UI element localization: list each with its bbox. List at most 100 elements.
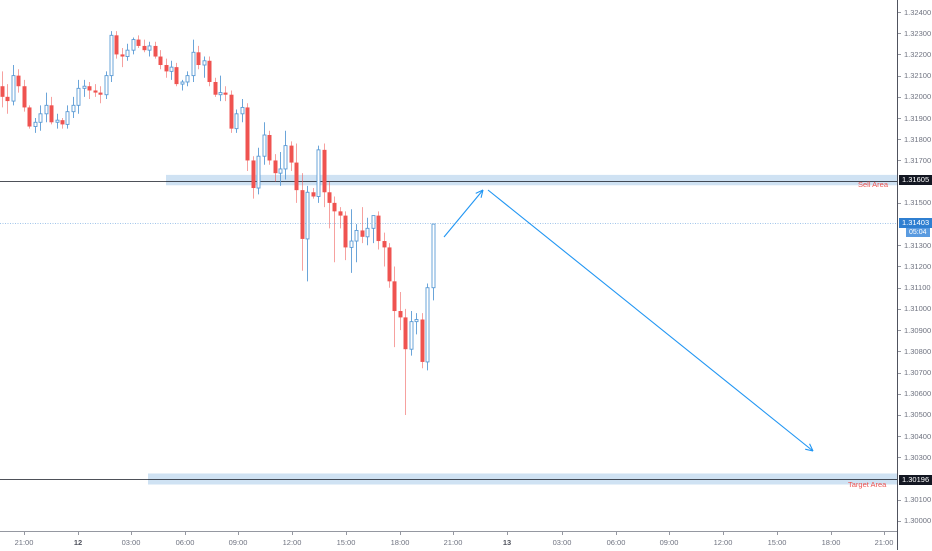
candle-body-down xyxy=(403,317,408,350)
price-tick-mark xyxy=(898,457,901,458)
candle-body-up xyxy=(125,49,130,57)
arrow-head xyxy=(480,189,484,198)
candle-body-up xyxy=(431,223,436,289)
candle-body-up xyxy=(278,168,283,174)
time-tick-mark xyxy=(185,532,186,535)
candle-body-down xyxy=(398,311,403,318)
candle-body-down xyxy=(229,94,234,129)
candle-body-down xyxy=(311,192,316,197)
candle-body-down xyxy=(60,120,65,125)
candle-body-up xyxy=(414,319,419,323)
candle-body-down xyxy=(223,92,228,95)
time-tick-mark xyxy=(400,532,401,535)
candle-body-up xyxy=(191,51,196,77)
candle-body-up xyxy=(44,104,49,115)
candle-body-up xyxy=(82,85,87,89)
arrow-line xyxy=(487,189,814,452)
price-tick-label: 1.31100 xyxy=(904,283,931,292)
candle-body-up xyxy=(283,145,288,170)
candle-body-down xyxy=(16,75,21,87)
price-tick-mark xyxy=(898,118,901,119)
time-tick-label: 12:00 xyxy=(282,538,302,547)
candle-body-down xyxy=(420,319,425,362)
candle-body-down xyxy=(273,160,278,174)
price-tick-mark xyxy=(898,33,901,34)
candle-body-down xyxy=(294,162,299,191)
price-tick-mark xyxy=(898,54,901,55)
price-tick-label: 1.30000 xyxy=(904,516,932,525)
candle-body-down xyxy=(382,241,387,248)
candle-body-up xyxy=(76,87,81,106)
price-tick-label: 1.30700 xyxy=(904,368,932,377)
price-tick-mark xyxy=(898,373,901,374)
price-tick-mark xyxy=(898,266,901,267)
candle-body-up xyxy=(349,240,354,248)
candle-body-up xyxy=(38,113,43,123)
candle-body-down xyxy=(343,215,348,248)
candle-body-down xyxy=(360,230,365,237)
time-tick-mark xyxy=(453,532,454,535)
price-tick-mark xyxy=(898,436,901,437)
candle-body-up xyxy=(33,121,38,127)
price-tick-mark xyxy=(898,500,901,501)
candle-body-up xyxy=(240,106,245,115)
candle-body-down xyxy=(251,160,256,189)
candle-body-down xyxy=(142,45,147,51)
candle-body-down xyxy=(327,192,332,203)
price-tick-label: 1.32200 xyxy=(904,50,932,59)
candle-body-up xyxy=(55,119,60,123)
price-tick-label: 1.30300 xyxy=(904,453,932,462)
sell-zone xyxy=(166,174,897,186)
price-tick-mark xyxy=(898,97,901,98)
candle-body-down xyxy=(174,67,179,85)
candle-body-up xyxy=(409,321,414,350)
candle-body-down xyxy=(338,211,343,216)
candle-body-down xyxy=(49,105,54,123)
time-tick-mark xyxy=(507,532,508,535)
sell-area-label: Sell Area xyxy=(858,180,889,189)
price-tick-mark xyxy=(898,394,901,395)
time-tick-label: 21:00 xyxy=(14,538,34,547)
time-tick-label: 21:00 xyxy=(443,538,463,547)
time-tick-mark xyxy=(831,532,832,535)
candle-body-up xyxy=(305,191,310,240)
time-tick-label: 06:00 xyxy=(606,538,626,547)
candle-body-up xyxy=(234,113,239,130)
chart-area[interactable]: Sell Area Target Area xyxy=(0,0,897,531)
candle-body-up xyxy=(65,111,70,125)
price-tick-mark xyxy=(898,245,901,246)
price-tick-label: 1.31800 xyxy=(904,135,932,144)
candle-body-down xyxy=(376,215,381,242)
price-tick-mark xyxy=(898,160,901,161)
price-tick-mark xyxy=(898,139,901,140)
candlestick-plot[interactable] xyxy=(0,0,897,531)
arrow-head xyxy=(475,189,484,194)
time-tick-mark xyxy=(669,532,670,535)
candle-body-down xyxy=(93,90,98,93)
candle-body-up xyxy=(11,75,16,102)
time-tick-mark xyxy=(131,532,132,535)
time-axis[interactable]: 21:00 12 03:00 06:00 09:00 12:00 15:00 18:00 21:… xyxy=(0,531,897,551)
price-tick-label: 1.30400 xyxy=(904,432,932,441)
time-tick-label: 12:00 xyxy=(713,538,733,547)
time-tick-label: 18:00 xyxy=(821,538,841,547)
price-tick-label: 1.30800 xyxy=(904,347,932,356)
candle-body-up xyxy=(169,66,174,72)
price-tick-mark xyxy=(898,415,901,416)
target-level-badge: 1.30196 xyxy=(899,475,932,485)
candle-body-down xyxy=(300,190,305,239)
time-tick-label: 12 xyxy=(73,538,83,547)
price-tick-label: 1.31300 xyxy=(904,241,932,250)
candle-body-up xyxy=(185,75,190,83)
price-tick-mark xyxy=(898,309,901,310)
candle-body-down xyxy=(0,86,5,97)
price-tick-label: 1.32300 xyxy=(904,29,932,38)
candle-body-down xyxy=(98,92,103,95)
price-tick-mark xyxy=(898,203,901,204)
candle-body-down xyxy=(322,149,327,193)
price-axis[interactable]: 1.32400 1.32300 1.32200 1.32100 1.32000 1.319… xyxy=(897,0,932,550)
time-tick-label: 03:00 xyxy=(121,538,141,547)
time-tick-mark xyxy=(78,532,79,535)
time-tick-mark xyxy=(562,532,563,535)
candle-body-down xyxy=(87,86,92,91)
